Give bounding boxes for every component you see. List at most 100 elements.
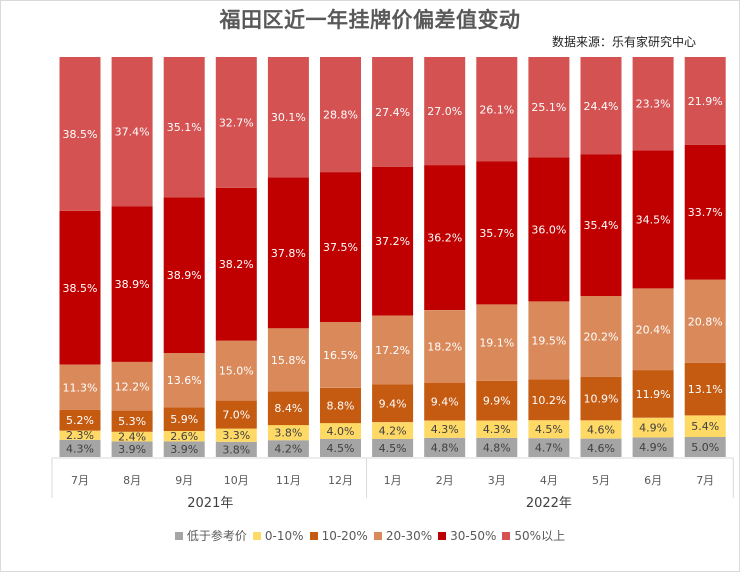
data-label: 37.8% xyxy=(271,247,306,260)
legend-swatch xyxy=(373,532,382,540)
bar-segment xyxy=(372,422,414,439)
bar-segment xyxy=(267,57,309,178)
data-label: 38.5% xyxy=(63,282,98,295)
data-label: 23.3% xyxy=(636,98,671,111)
data-label: 19.1% xyxy=(479,337,514,350)
bar-segment xyxy=(632,57,674,151)
bar-segment xyxy=(424,437,466,457)
data-label: 25.1% xyxy=(531,101,566,114)
bar-segment xyxy=(320,439,361,457)
bar-segment xyxy=(320,423,361,439)
bar-segment xyxy=(215,57,257,188)
bar-segment xyxy=(684,437,726,457)
data-label: 20.2% xyxy=(584,330,619,343)
data-label: 4.6% xyxy=(587,423,615,436)
bar-segment xyxy=(163,197,205,353)
data-label: 32.7% xyxy=(219,116,254,129)
bar-segment xyxy=(111,441,153,457)
bar-segment xyxy=(424,165,466,310)
bar-segment xyxy=(215,187,257,341)
bar-segment xyxy=(632,437,674,457)
bar-segment xyxy=(111,206,153,362)
bar-segment xyxy=(632,417,674,438)
bar-segment xyxy=(320,172,361,322)
data-label: 18.2% xyxy=(427,341,462,354)
bar-segment xyxy=(163,431,205,442)
data-label: 13.1% xyxy=(688,383,723,396)
bar-segment xyxy=(424,382,466,421)
bar-segment xyxy=(267,328,309,392)
data-label: 38.9% xyxy=(167,269,202,282)
bar-segment xyxy=(528,438,570,457)
bar-segment xyxy=(476,161,518,305)
data-label: 37.5% xyxy=(323,241,358,254)
legend-item: 30-50% xyxy=(438,529,496,543)
x-tick-label: 9月 xyxy=(175,474,193,487)
data-label: 11.3% xyxy=(63,381,98,394)
legend-item: 50%以上 xyxy=(502,527,565,544)
x-tick-label: 1月 xyxy=(384,474,402,487)
data-label: 38.9% xyxy=(115,278,150,291)
bar-segment xyxy=(684,144,726,280)
data-label: 5.4% xyxy=(691,420,719,433)
legend-item: 10-20% xyxy=(309,529,368,543)
data-label: 36.2% xyxy=(427,232,462,245)
data-label: 38.5% xyxy=(63,128,98,141)
bar-segment xyxy=(59,430,101,440)
data-label: 5.9% xyxy=(170,413,198,426)
bar-segment xyxy=(528,57,570,158)
data-label: 4.5% xyxy=(379,442,407,455)
legend-item: 低于参考价 xyxy=(174,527,247,544)
legend-item: 20-30% xyxy=(373,529,433,543)
bar-segment xyxy=(59,57,101,211)
data-label: 19.5% xyxy=(531,334,566,347)
data-label: 4.5% xyxy=(535,423,563,436)
x-tick-label: 6月 xyxy=(644,474,662,487)
data-label: 20.8% xyxy=(688,315,723,328)
data-label: 17.2% xyxy=(375,344,410,357)
x-tick-label: 4月 xyxy=(540,474,558,487)
bar-segment xyxy=(580,296,622,377)
data-label: 36.0% xyxy=(531,223,566,236)
bar-segment xyxy=(528,379,570,421)
bar-segment xyxy=(111,410,153,432)
data-label: 9.9% xyxy=(483,395,511,408)
data-label: 35.7% xyxy=(479,227,514,240)
data-label: 8.4% xyxy=(274,402,302,415)
data-label: 10.9% xyxy=(584,393,619,406)
bar-segment xyxy=(267,425,309,441)
data-label: 4.6% xyxy=(587,442,615,455)
bar-segment xyxy=(632,288,674,371)
data-label: 35.1% xyxy=(167,121,202,134)
x-tick-label: 2月 xyxy=(436,474,454,487)
chart-legend: 低于参考价 0-10% 10-20% 20-30% 30-50% 50%以上 xyxy=(0,527,740,544)
data-label: 30.1% xyxy=(271,111,306,124)
bar-segment xyxy=(632,150,674,289)
data-label: 4.2% xyxy=(379,425,407,438)
legend-swatch xyxy=(438,532,447,540)
data-label: 27.0% xyxy=(427,105,462,118)
bar-segment xyxy=(372,384,414,423)
x-tick-label: 11月 xyxy=(276,474,301,487)
legend-item: 0-10% xyxy=(252,529,304,543)
x-tick-label: 5月 xyxy=(592,474,610,487)
data-label: 9.4% xyxy=(379,397,407,410)
bar-segment xyxy=(580,420,622,439)
data-label: 34.5% xyxy=(636,213,671,226)
bar-segment xyxy=(476,420,518,438)
bar-segment xyxy=(163,57,205,198)
legend-swatch xyxy=(174,532,183,540)
legend-swatch xyxy=(252,532,261,540)
data-label: 5.3% xyxy=(118,415,146,428)
bar-segment xyxy=(215,340,257,401)
x-tick-label: 3月 xyxy=(488,474,506,487)
bar-segment xyxy=(528,301,570,380)
legend-label: 20-30% xyxy=(385,529,433,543)
bar-segment xyxy=(580,376,622,421)
data-label: 24.4% xyxy=(584,100,619,113)
data-label: 28.8% xyxy=(323,109,358,122)
data-label: 4.7% xyxy=(535,442,563,455)
data-label: 4.9% xyxy=(639,422,667,435)
bar-segment xyxy=(580,438,622,457)
